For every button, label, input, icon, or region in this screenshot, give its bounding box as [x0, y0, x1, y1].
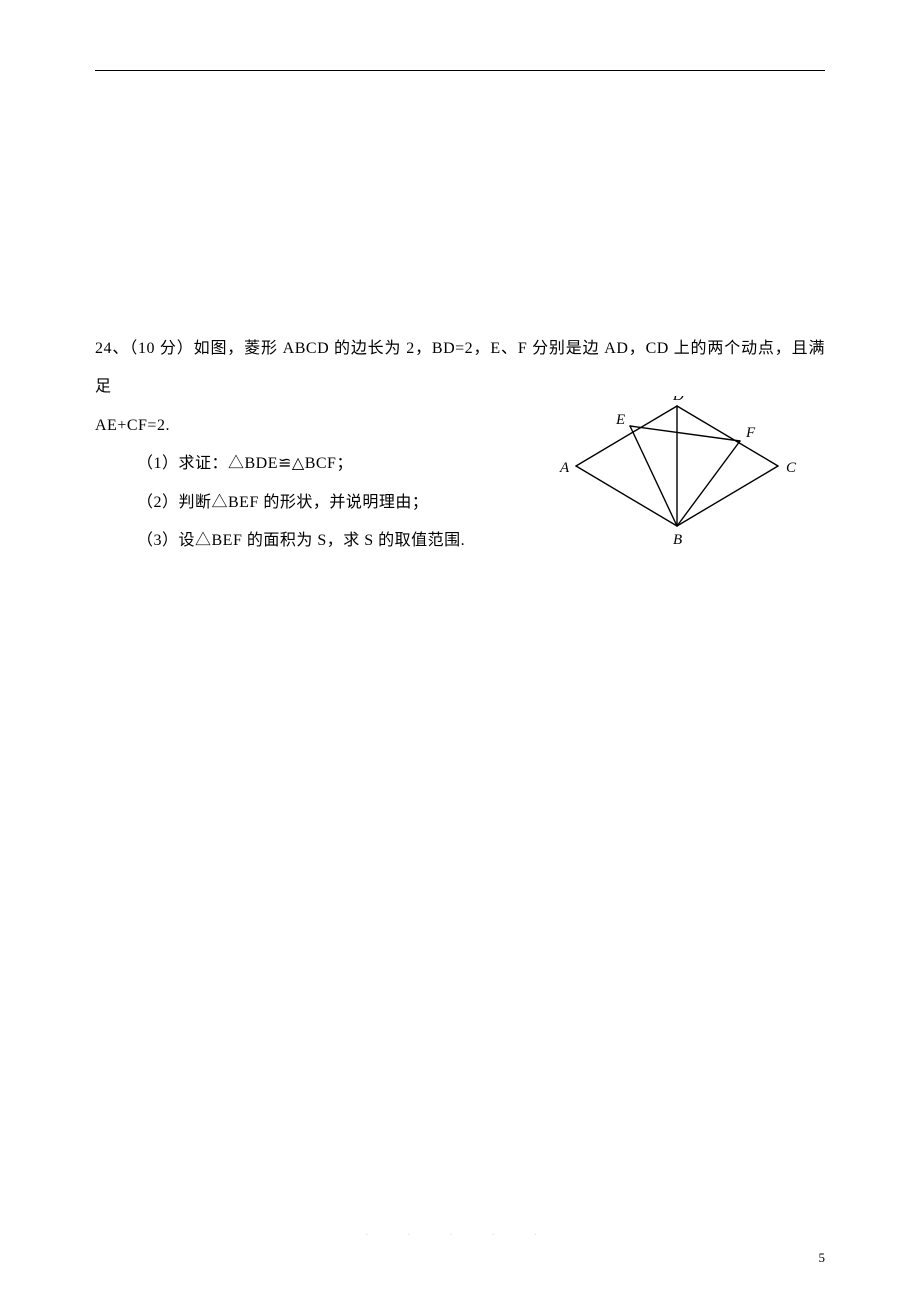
- page: 24、（10 分）如图，菱形 ABCD 的边长为 2，BD=2，E、F 分别是边…: [0, 0, 920, 1302]
- problem-number: 24、: [95, 340, 129, 357]
- svg-text:D: D: [672, 396, 684, 404]
- svg-text:E: E: [615, 412, 625, 428]
- page-number: 5: [819, 1250, 826, 1266]
- svg-text:F: F: [745, 425, 756, 441]
- svg-text:A: A: [559, 460, 570, 476]
- header-rule: [95, 70, 825, 71]
- svg-text:C: C: [786, 460, 797, 476]
- problem-stem-line1: 如图，菱形 ABCD 的边长为 2，BD=2，E、F 分别是边 AD，CD 上的…: [95, 340, 825, 395]
- geometry-figure: A B C D E F: [530, 396, 830, 546]
- problem-points: （10 分）: [129, 340, 193, 357]
- rhombus-svg: A B C D E F: [530, 396, 830, 546]
- footer-dots: . . . . .: [365, 1226, 555, 1238]
- svg-text:B: B: [673, 532, 682, 546]
